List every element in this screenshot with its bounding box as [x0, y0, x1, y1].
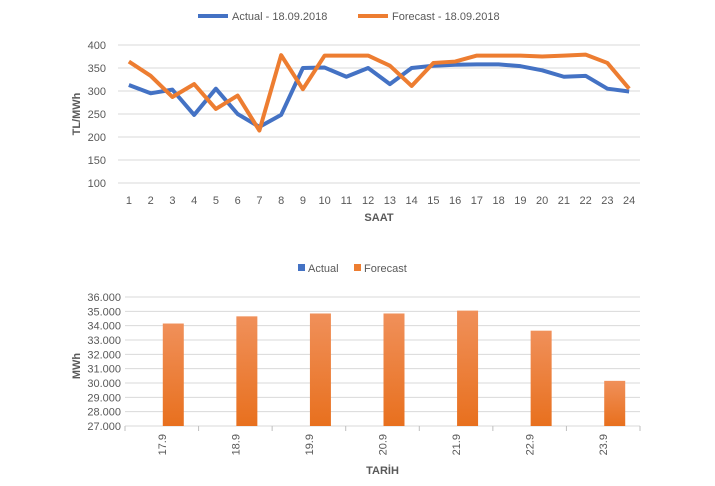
x-tick-label: 18.9: [230, 434, 242, 455]
y-tick-label: 31.000: [87, 364, 121, 376]
bar-forecast: [383, 313, 405, 426]
x-tick-label: 14: [406, 195, 418, 207]
x-tick-label: 13: [384, 195, 396, 207]
x-tick-label: 23: [601, 195, 613, 207]
bar-forecast: [530, 330, 552, 426]
y-tick-label: 34.000: [87, 321, 121, 333]
x-tick-label: 18: [493, 195, 505, 207]
y-tick-label: 28.000: [87, 407, 121, 419]
x-tick-label: 3: [169, 195, 175, 207]
x-tick-label: 21.9: [451, 434, 463, 455]
x-tick-label: 24: [623, 195, 635, 207]
bar-forecast: [457, 310, 479, 426]
y-tick-label: 36.000: [87, 292, 121, 304]
legend-swatch: [354, 264, 361, 271]
y-tick-label: 250: [88, 109, 106, 121]
x-tick-label: 20.9: [378, 434, 390, 455]
x-tick-label: 5: [213, 195, 219, 207]
bar-chart: 27.000 28.000 29.000 30.000 31.000 32.000 33.0…: [71, 263, 641, 477]
x-tick-label: 11: [341, 195, 352, 207]
y-axis-title: TL/MWh: [71, 92, 83, 135]
x-tick-label: 16: [449, 195, 461, 207]
x-tick-label: 23.9: [598, 434, 610, 455]
y-tick-label: 100: [88, 178, 106, 190]
series-line-forecast: [127, 52, 631, 133]
x-tick-label: 17.9: [157, 434, 169, 455]
x-tick-label: 19: [514, 195, 526, 207]
y-tick-label: 29.000: [87, 392, 121, 404]
y-tick-label: 400: [88, 40, 106, 52]
x-tick-label: 22: [580, 195, 592, 207]
y-tick-label: 300: [88, 86, 106, 98]
bar-forecast: [162, 323, 184, 426]
legend-label: Forecast - 18.09.2018: [392, 11, 500, 23]
y-tick-label: 150: [88, 155, 106, 167]
legend-label: Actual: [308, 263, 339, 275]
x-axis-title: SAAT: [364, 212, 393, 224]
x-axis-title: TARİH: [366, 464, 399, 477]
legend-label: Actual - 18.09.2018: [232, 11, 327, 23]
y-tick-label: 200: [88, 132, 106, 144]
y-tick-label: 30.000: [87, 378, 121, 390]
x-tick-label: 9: [300, 195, 306, 207]
x-tick-label: 17: [471, 195, 483, 207]
y-tick-label: 35.000: [87, 306, 121, 318]
x-tick-label: 15: [427, 195, 439, 207]
x-tick-label: 12: [362, 195, 374, 207]
y-axis-title: MWh: [71, 353, 83, 380]
legend-swatch: [298, 264, 305, 271]
series-line-actual: [128, 62, 630, 129]
x-tick-label: 7: [256, 195, 262, 207]
bar-forecast: [604, 380, 626, 426]
x-tick-label: 4: [191, 195, 197, 207]
x-tick-label: 1: [126, 195, 132, 207]
y-tick-label: 27.000: [87, 421, 121, 433]
y-tick-label: 350: [88, 63, 106, 75]
x-tick-label: 20: [536, 195, 548, 207]
x-tick-label: 19.9: [304, 434, 316, 455]
x-tick-label: 21: [558, 195, 570, 207]
x-tick-label: 10: [319, 195, 331, 207]
bar-forecast: [309, 313, 331, 426]
y-tick-label: 33.000: [87, 335, 121, 347]
y-tick-label: 32.000: [87, 349, 121, 361]
x-tick-label: 6: [235, 195, 241, 207]
x-tick-label: 8: [278, 195, 284, 207]
x-tick-label: 22.9: [525, 434, 537, 455]
bar-forecast: [236, 316, 258, 426]
x-tick-label: 2: [148, 195, 154, 207]
legend-label: Forecast: [364, 263, 407, 275]
